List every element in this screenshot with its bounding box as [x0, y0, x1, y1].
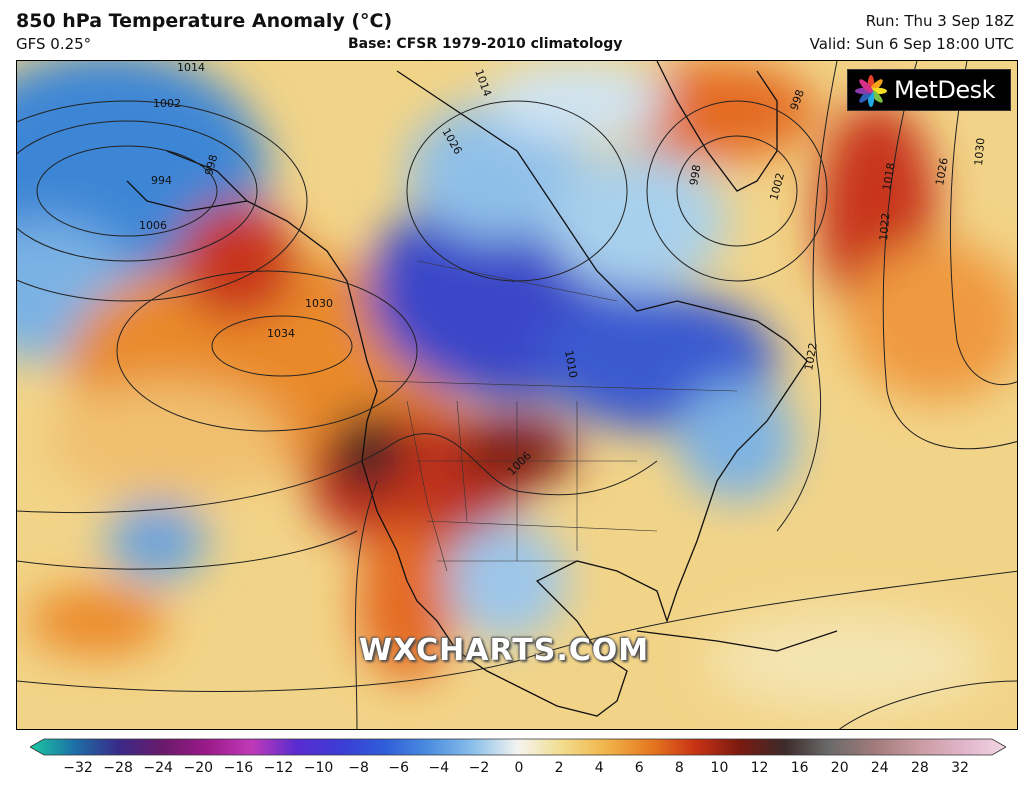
- isobar-label: 998: [687, 164, 703, 187]
- colorbar-tick-label: −2: [468, 760, 490, 776]
- colorbar-tick-label: −10: [303, 760, 334, 776]
- isobar-label: 1022: [877, 212, 892, 241]
- colorbar-tick-label: 28: [910, 760, 929, 776]
- isobar-label: 1026: [933, 157, 951, 187]
- isobar-label: 1030: [305, 297, 333, 310]
- isobar-label: 1030: [972, 137, 987, 166]
- isobar-label: 998: [202, 153, 220, 177]
- colorbar-tick-label: 2: [554, 760, 564, 776]
- colorbar-tick-label: −12: [263, 760, 294, 776]
- anomaly-map[interactable]: 1014 1002 998 994 1006 1030 1034 1026 10…: [16, 60, 1018, 730]
- colorbar-tick-label: 20: [830, 760, 849, 776]
- anomaly-field: [17, 61, 1017, 711]
- climatology-base-label: Base: CFSR 1979-2010 climatology: [348, 36, 623, 52]
- colorbar-tick-label: −8: [348, 760, 369, 776]
- colorbar: [30, 738, 1006, 756]
- colorbar-tick-label: −28: [103, 760, 133, 776]
- wxcharts-watermark: WXCHARTS.COM: [359, 633, 650, 668]
- colorbar-tick-label: 16: [790, 760, 809, 776]
- isobar-label: 1002: [153, 97, 181, 110]
- colorbar-tick-label: −20: [183, 760, 214, 776]
- isobar-label: 1014: [177, 61, 205, 74]
- isobar-label: 1022: [802, 342, 820, 372]
- metdesk-logo-text: MetDesk: [894, 76, 996, 104]
- isobar-label: 1006: [139, 219, 167, 232]
- colorbar-tick-label: −4: [428, 760, 450, 776]
- colorbar-tick-label: 0: [514, 760, 524, 776]
- colorbar-tick-label: −32: [63, 760, 93, 776]
- isobar-label: 1010: [562, 349, 580, 379]
- metdesk-burst-icon: [855, 75, 887, 107]
- colorbar-tick-label: 24: [870, 760, 889, 776]
- valid-time-label: Valid: Sun 6 Sep 18:00 UTC: [809, 35, 1014, 53]
- colorbar-tick-label: 6: [634, 760, 644, 776]
- colorbar-ticks: −32 −28 −24 −20 −16 −12 −10 −8 −6 −4 −2 0 2 4 6 8 10 12 16…: [0, 760, 1024, 784]
- metdesk-logo: MetDesk: [847, 69, 1011, 111]
- colorbar-gradient: [30, 738, 1006, 756]
- isobars: [17, 61, 1017, 729]
- isobar-label: 1018: [880, 162, 898, 192]
- isobar-label: 994: [151, 174, 172, 187]
- isobar-label: 1034: [267, 327, 295, 340]
- colorbar-tick-label: 4: [594, 760, 604, 776]
- colorbar-tick-label: 32: [951, 760, 969, 776]
- colorbar-tick-label: −6: [388, 760, 410, 776]
- colorbar-tick-label: 10: [710, 760, 729, 776]
- run-time-label: Run: Thu 3 Sep 18Z: [865, 12, 1014, 30]
- chart-title: 850 hPa Temperature Anomaly (°C): [16, 10, 393, 32]
- model-label: GFS 0.25°: [16, 35, 92, 53]
- coastlines: [126, 61, 838, 717]
- colorbar-tick-label: 12: [750, 760, 769, 776]
- colorbar-tick-label: −24: [143, 760, 173, 776]
- colorbar-tick-label: 8: [674, 760, 684, 776]
- map-canvas: 1014 1002 998 994 1006 1030 1034 1026 10…: [17, 61, 1017, 729]
- colorbar-tick-label: −16: [223, 760, 254, 776]
